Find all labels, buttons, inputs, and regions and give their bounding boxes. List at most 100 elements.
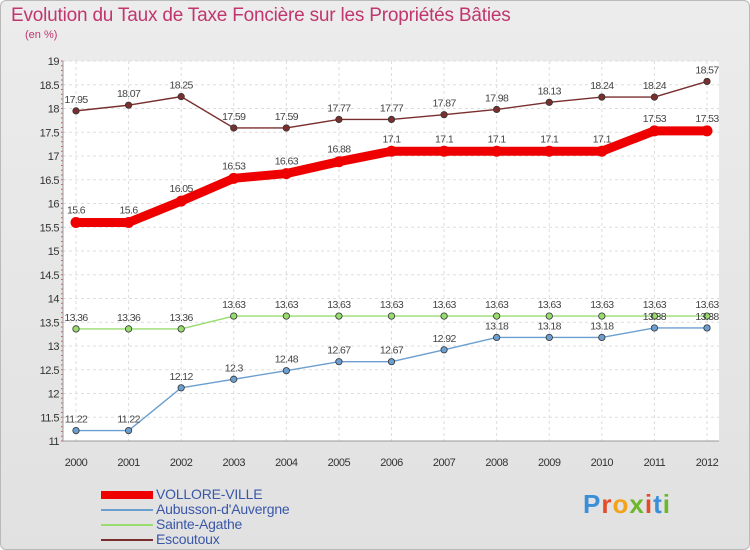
logo-letter: r: [601, 489, 613, 519]
y-tick-label: 14: [48, 294, 60, 306]
data-label: 17.59: [222, 111, 246, 123]
data-label: 13.63: [275, 299, 299, 311]
data-label: 16.88: [327, 144, 351, 156]
data-point: [70, 217, 82, 228]
data-label: 12.3: [225, 362, 244, 374]
logo-letter: t: [653, 489, 663, 519]
y-tick-label: 19: [48, 56, 60, 68]
data-point: [175, 195, 187, 207]
y-tick-label: 18.5: [40, 80, 60, 92]
data-label: 17.1: [435, 133, 454, 145]
data-label: 13.63: [538, 299, 562, 311]
data-point: [598, 93, 606, 101]
data-label: 17.1: [382, 133, 401, 145]
data-label: 12.12: [170, 371, 194, 383]
y-tick-label: 14.5: [40, 270, 60, 282]
data-point: [598, 333, 606, 342]
proxiti-logo: Proxiti: [583, 489, 671, 520]
data-label: 11.22: [117, 414, 140, 426]
legend-swatch: [101, 538, 153, 541]
data-label: 16.63: [275, 156, 299, 168]
data-label: 13.63: [590, 299, 614, 311]
data-point: [701, 125, 713, 137]
data-point: [387, 115, 396, 124]
data-point: [493, 312, 501, 320]
data-label: 15.6: [67, 205, 86, 217]
logo-letter: x: [629, 489, 645, 519]
data-point: [177, 325, 185, 333]
data-label: 17.1: [540, 133, 559, 145]
data-point: [282, 312, 290, 320]
data-label: 18.24: [643, 80, 667, 92]
data-label: 13.36: [64, 312, 88, 324]
data-point: [440, 111, 448, 119]
legend-item: Escoutoux: [101, 532, 290, 547]
data-point: [493, 105, 501, 114]
y-tick-label: 17: [48, 151, 60, 163]
data-point: [386, 145, 397, 157]
data-label: 12.67: [380, 345, 404, 357]
data-point: [72, 107, 80, 115]
data-point: [387, 358, 396, 366]
data-label: 17.53: [695, 113, 719, 125]
data-label: 17.98: [485, 92, 509, 104]
x-tick-label: 2005: [328, 457, 351, 469]
x-tick-label: 2007: [433, 457, 456, 469]
logo-letter: P: [583, 489, 602, 519]
logo-letter: o: [612, 489, 630, 519]
data-point: [124, 426, 133, 435]
y-tick-label: 15: [48, 246, 60, 258]
x-tick-label: 2006: [380, 457, 403, 469]
data-label: 15.6: [120, 205, 139, 217]
legend-item: Sainte-Agathe: [101, 517, 290, 532]
y-tick-label: 12.5: [40, 365, 60, 377]
data-label: 13.18: [590, 320, 614, 332]
data-point: [493, 333, 501, 342]
data-point: [703, 77, 711, 86]
x-tick-label: 2011: [644, 457, 666, 469]
data-point: [438, 145, 450, 157]
legend-swatch: [101, 490, 153, 499]
data-point: [440, 312, 448, 320]
legend-label: Sainte-Agathe: [156, 516, 243, 532]
logo-letter: i: [644, 489, 654, 519]
data-label: 13.63: [327, 299, 351, 311]
data-label: 13.18: [485, 320, 509, 332]
data-point: [282, 124, 290, 132]
data-point: [598, 312, 606, 320]
x-tick-label: 2004: [275, 457, 298, 469]
data-label: 13.63: [222, 299, 246, 311]
data-point: [333, 156, 345, 168]
data-label: 11.22: [65, 414, 88, 426]
data-label: 13.18: [538, 320, 562, 332]
legend-label: Escoutoux: [156, 531, 220, 547]
data-label: 17.1: [593, 133, 612, 145]
x-tick-label: 2012: [696, 457, 719, 469]
data-label: 18.57: [695, 64, 719, 76]
legend-item: Aubusson-d'Auvergne: [101, 502, 290, 517]
data-point: [491, 145, 503, 157]
data-point: [650, 324, 659, 332]
data-label: 17.77: [327, 102, 351, 114]
y-tick-label: 16: [48, 199, 60, 211]
data-label: 12.48: [275, 354, 299, 366]
legend: VOLLORE-VILLE Aubusson-d'Auvergne Sainte-A…: [101, 487, 290, 547]
data-label: 13.36: [170, 312, 194, 324]
x-tick-label: 2009: [538, 457, 561, 469]
data-point: [282, 367, 290, 375]
data-label: 13.63: [432, 299, 456, 311]
data-label: 17.95: [64, 94, 88, 106]
data-label: 13.63: [485, 299, 509, 311]
y-tick-label: 16.5: [40, 175, 60, 187]
y-tick-label: 13: [48, 341, 60, 353]
data-label: 13.38: [695, 311, 719, 323]
data-label: 17.77: [380, 102, 404, 114]
y-tick-label: 13.5: [40, 317, 60, 329]
data-point: [230, 375, 238, 383]
x-tick-label: 2002: [170, 457, 193, 469]
data-label: 13.38: [643, 311, 667, 323]
y-tick-label: 18: [48, 104, 60, 116]
data-label: 13.36: [117, 312, 141, 324]
data-point: [335, 312, 343, 320]
data-point: [124, 325, 133, 333]
